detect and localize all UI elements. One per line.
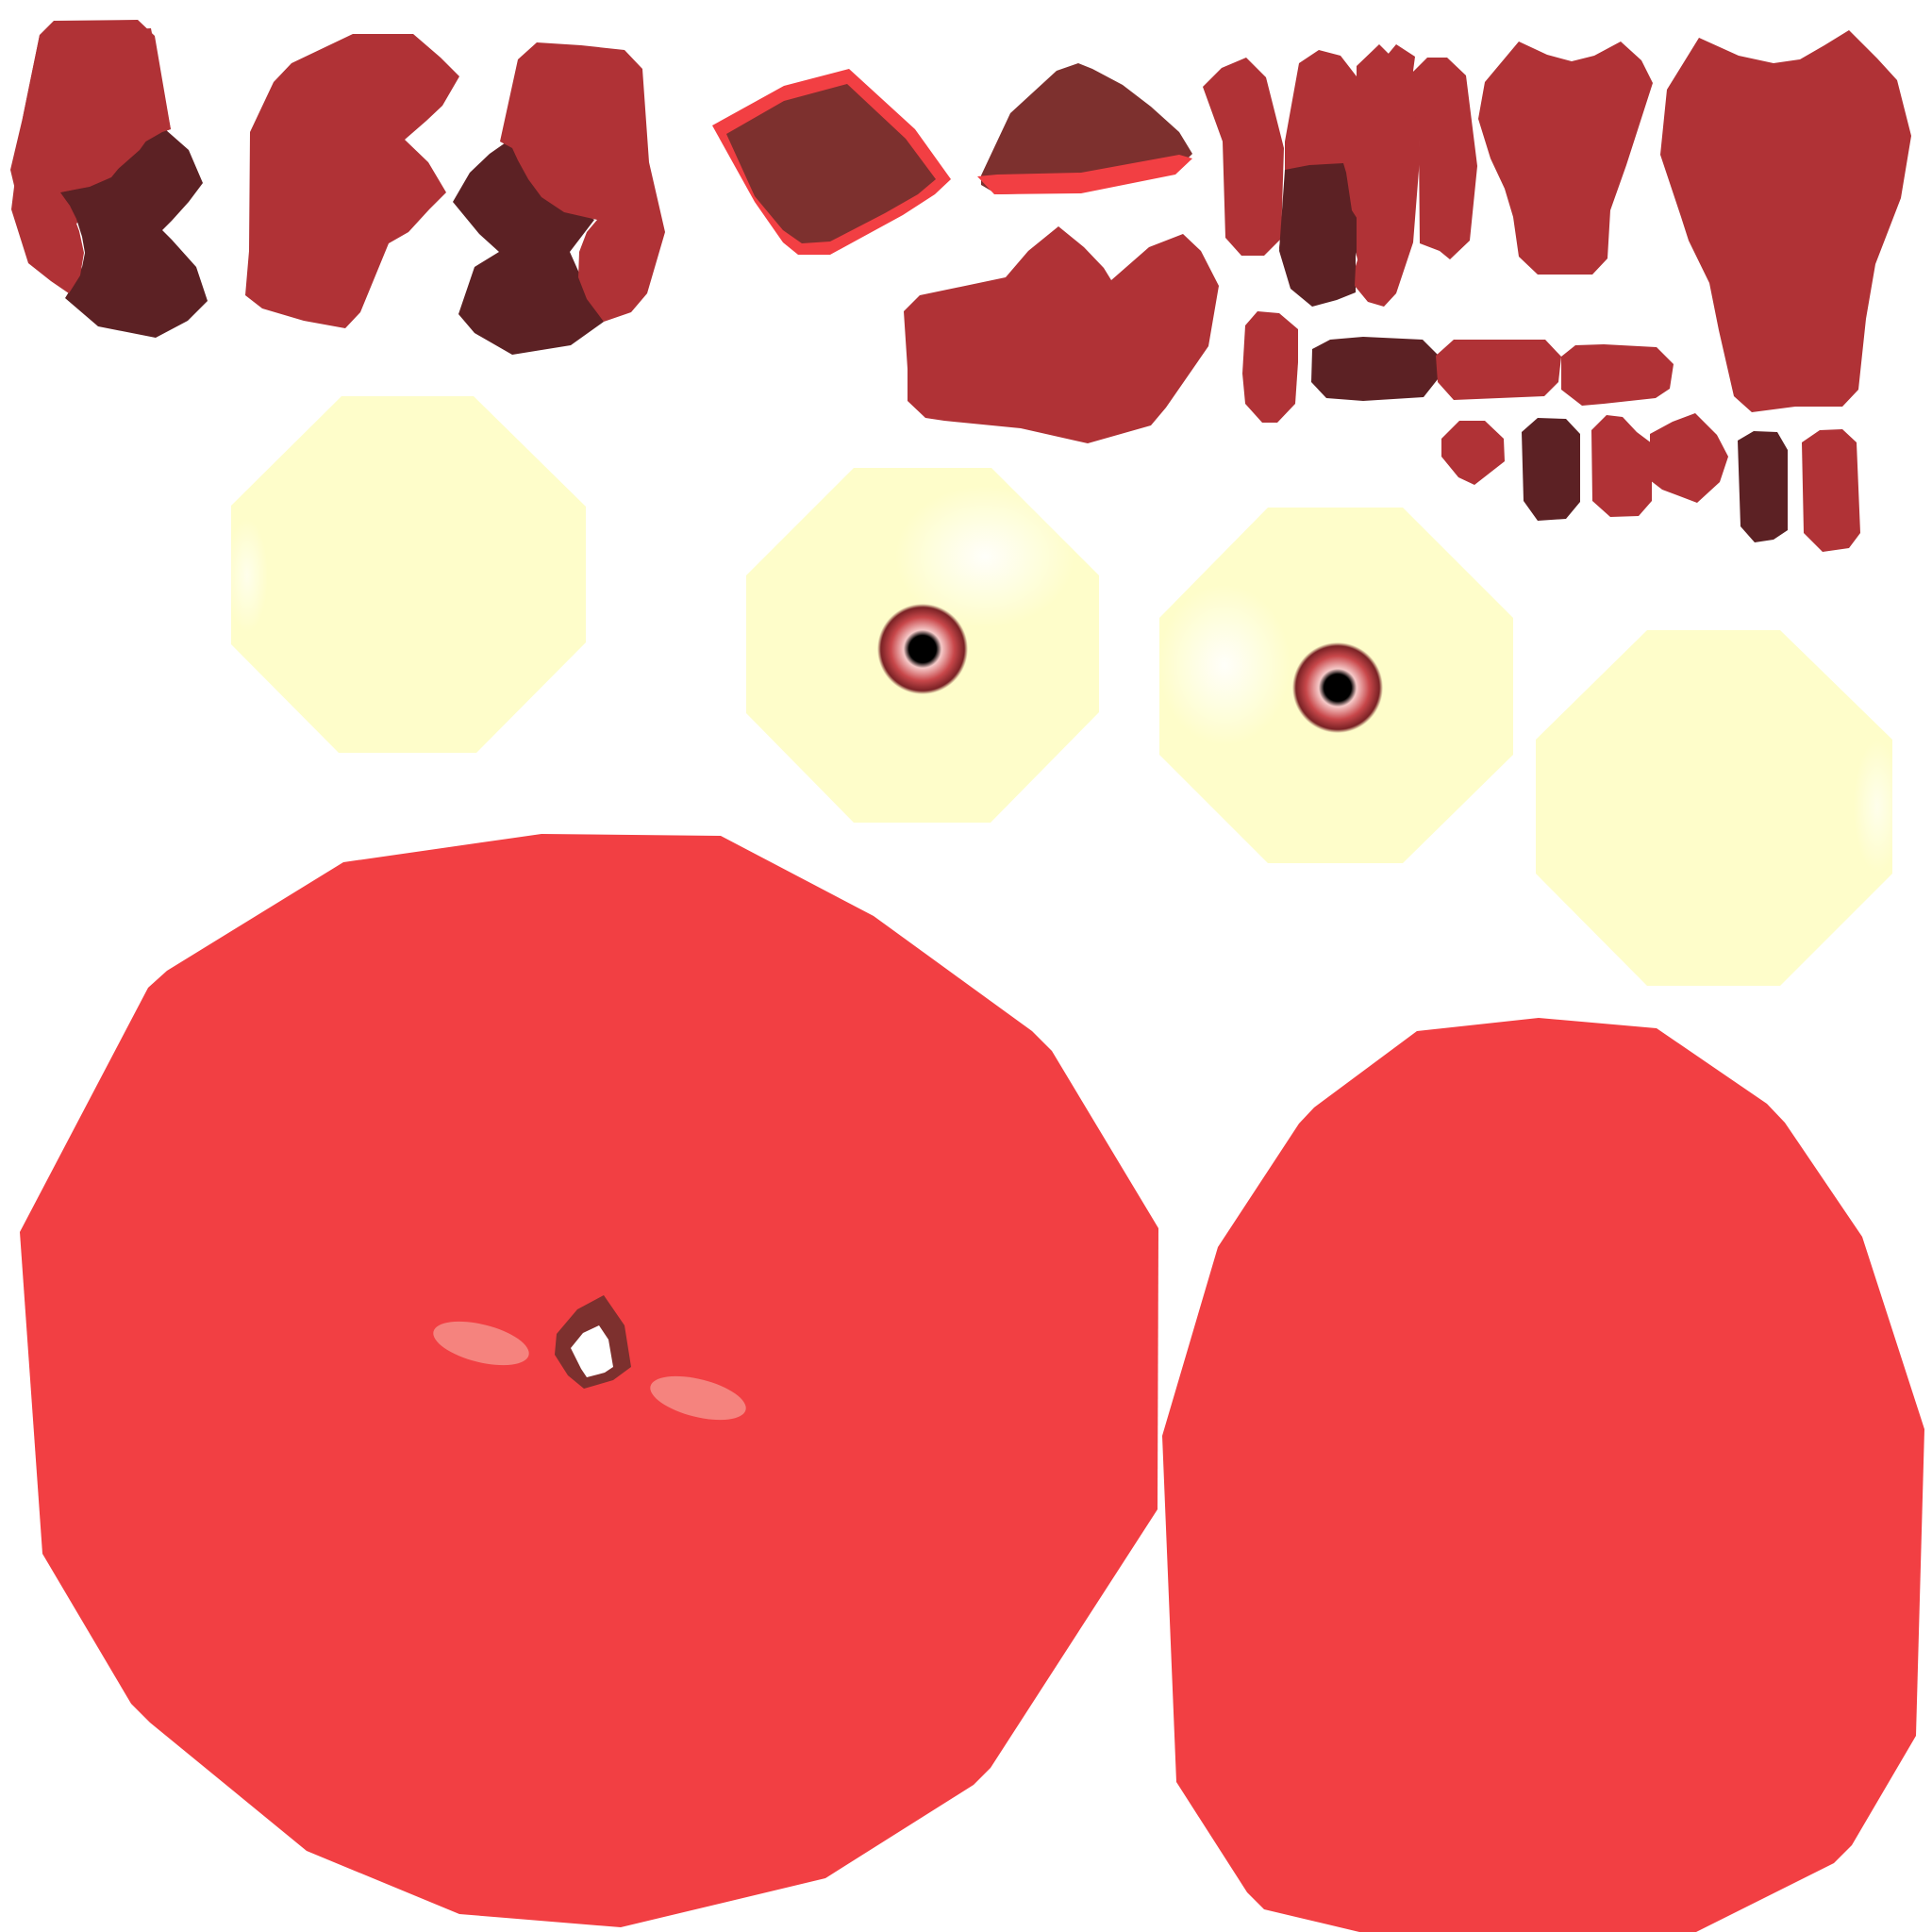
ear-left-icon: [1478, 42, 1653, 275]
cheek-right-icon: [650, 1375, 746, 1421]
eye-pupil-icon: [1158, 508, 1513, 863]
mouth-upper-icon: [712, 69, 951, 255]
mouth-lower-icon: [977, 63, 1192, 194]
paw-left-icon: [10, 20, 208, 338]
paw-middle-icon: [245, 34, 459, 328]
paw-right-icon: [453, 42, 665, 355]
face-body-icon: [20, 834, 1158, 1927]
ear-right-icon: [1660, 30, 1911, 412]
back-body-icon: [1162, 1018, 1924, 1932]
limb-strip-icon: [1203, 44, 1860, 552]
eye-blank-icon: [226, 396, 586, 753]
head-tuft-icon: [904, 226, 1219, 443]
eye-blank-icon: [1536, 630, 1901, 986]
cheek-left-icon: [433, 1321, 529, 1366]
eye-pupil-icon: [746, 468, 1099, 823]
